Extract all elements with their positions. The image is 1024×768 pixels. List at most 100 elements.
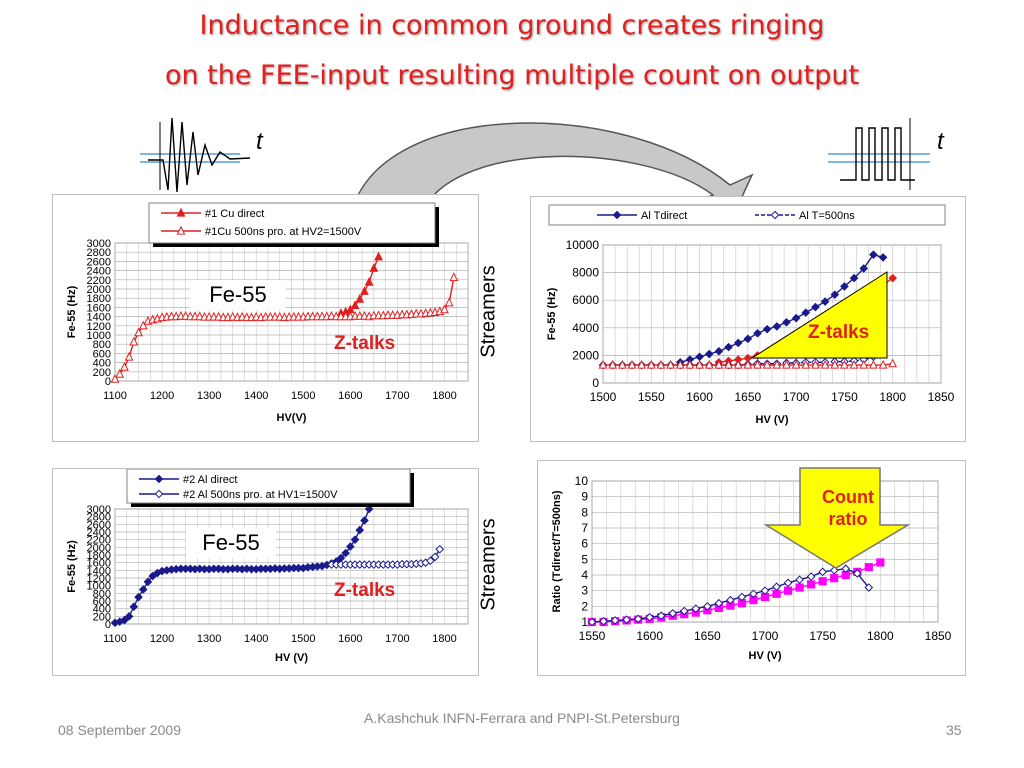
chart-panel-al: 1100 1200 1300 1400 1500 1600 1700 1800 0 200 400 6… <box>52 468 479 676</box>
y-tick-label: 1000 <box>87 581 111 593</box>
data-point <box>888 358 898 368</box>
data-point <box>110 373 120 383</box>
x-tick-label: 1650 <box>694 629 721 643</box>
data-point <box>760 586 770 595</box>
y-tick-label: 1800 <box>87 550 111 562</box>
data-point <box>859 359 869 369</box>
streamers-label-top-wrap: Streamers <box>463 262 513 362</box>
legend-entry: #1 Cu direct <box>205 208 264 220</box>
legend-marker <box>770 210 780 220</box>
data-point <box>646 359 656 369</box>
data-point <box>724 342 733 352</box>
y-tick-label: 2400 <box>87 266 111 278</box>
data-point <box>346 542 355 551</box>
data-point <box>704 349 714 359</box>
legend-entry: #1Cu 500ns pro. at HV2=1500V <box>205 226 362 238</box>
data-point <box>749 589 758 599</box>
data-point <box>355 293 365 303</box>
series-3 <box>598 358 898 369</box>
x-tick-label: 1700 <box>783 390 810 404</box>
legend-entry: Al T=500ns <box>799 210 855 222</box>
data-point <box>714 359 724 369</box>
x-tick-label: 1200 <box>150 390 174 402</box>
data-point <box>830 290 840 299</box>
ztalks-label-top-right: Z-talks <box>808 322 870 343</box>
data-point <box>668 609 678 618</box>
data-point <box>120 615 129 625</box>
x-axis-label: HV (V) <box>749 650 782 662</box>
data-point <box>864 563 873 572</box>
data-point <box>783 578 793 588</box>
x-tick-label: 1600 <box>338 633 362 645</box>
y-tick-label: 2000 <box>87 284 111 296</box>
data-point <box>138 320 148 330</box>
data-point <box>134 592 143 602</box>
series-1 <box>327 544 445 569</box>
data-point <box>772 582 781 592</box>
data-point <box>782 359 791 369</box>
y-tick-label: 8000 <box>572 266 599 280</box>
legend-entry: #2 Al direct <box>183 474 237 486</box>
x-tick-label: 1100 <box>103 633 127 645</box>
data-point <box>818 567 827 577</box>
y-tick-label: 2600 <box>87 256 111 268</box>
legend-marker <box>612 210 622 220</box>
y-tick-label: 2800 <box>87 512 111 524</box>
data-point <box>795 575 804 585</box>
y-tick-label: 400 <box>93 358 111 370</box>
y-tick-label: 10000 <box>566 238 600 252</box>
tick-labels: 1550 1600 1650 1700 1750 1800 1850 1 23 4 56 7 89 10 <box>575 474 952 643</box>
y-tick-label: 4 <box>581 568 588 582</box>
y-tick-label: 1800 <box>87 293 111 305</box>
y-axis-label: Ratio (Tdirect/T=500ns) <box>551 490 563 612</box>
data-point <box>830 359 840 369</box>
data-point <box>753 359 762 369</box>
x-tick-label: 1700 <box>385 390 409 402</box>
data-point <box>772 322 782 331</box>
data-point <box>617 359 627 369</box>
time-label-left: t <box>256 128 263 155</box>
data-point <box>341 548 350 558</box>
data-point <box>440 304 449 314</box>
data-point <box>849 273 859 283</box>
data-point <box>743 359 753 369</box>
data-point <box>791 359 801 369</box>
y-tick-label: 2000 <box>87 542 111 554</box>
x-tick-label: 1600 <box>636 629 663 643</box>
data-point <box>733 359 743 369</box>
data-point <box>129 602 139 612</box>
y-tick-label: 5 <box>581 552 588 566</box>
data-point <box>724 359 733 369</box>
y-tick-label: 4000 <box>572 321 599 335</box>
data-point <box>637 359 647 369</box>
data-point <box>622 615 631 624</box>
data-point <box>138 585 148 594</box>
series-0 <box>675 250 888 367</box>
data-point <box>124 351 134 361</box>
data-point <box>849 359 859 369</box>
x-tick-label: 1850 <box>925 629 952 643</box>
data-point <box>878 359 888 369</box>
footer-page-number: 35 <box>946 722 962 738</box>
data-point <box>840 359 849 369</box>
data-point <box>695 359 704 369</box>
x-tick-label: 1750 <box>809 629 836 643</box>
y-tick-label: 2600 <box>87 519 111 531</box>
data-point <box>714 346 724 356</box>
fe55-label-top: Fe-55 <box>190 280 286 310</box>
data-point <box>627 359 637 369</box>
data-point <box>364 276 374 286</box>
x-tick-label: 1700 <box>385 633 409 645</box>
data-point <box>743 334 753 344</box>
ztalks-label-top-left: Z-talks <box>334 333 396 354</box>
data-point <box>868 359 878 369</box>
x-axis-label: HV (V) <box>756 414 789 426</box>
y-tick-label: 2 <box>581 599 588 613</box>
x-axis-label: HV (V) <box>275 652 308 664</box>
x-tick-label: 1750 <box>831 390 858 404</box>
data-point <box>704 359 714 369</box>
series-0 <box>110 504 374 628</box>
data-point <box>818 577 827 586</box>
data-point <box>350 535 360 544</box>
data-point <box>608 359 618 369</box>
